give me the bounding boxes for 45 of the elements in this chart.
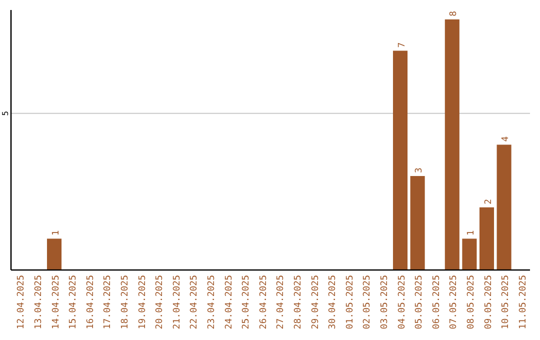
x-tick-label: 29.04.2025 (310, 275, 321, 330)
x-tick-label: 08.05.2025 (466, 275, 476, 330)
x-tick-label: 30.04.2025 (328, 275, 338, 330)
x-tick-label: 20.04.2025 (155, 275, 166, 330)
x-tick-label: 04.05.2025 (397, 275, 408, 330)
x-tick-label: 03.05.2025 (380, 275, 390, 330)
bar (392, 50, 408, 270)
x-tick-label: 06.05.2025 (432, 275, 442, 330)
x-tick-label: 21.04.2025 (172, 275, 182, 330)
data-label: 7 (397, 42, 408, 48)
x-tick-label: 14.04.2025 (51, 275, 62, 330)
data-label: 3 (414, 168, 425, 174)
x-tick-label: 24.04.2025 (224, 275, 234, 330)
x-tick-label: 02.05.2025 (362, 275, 373, 330)
data-label: 1 (51, 230, 62, 236)
x-tick-label: 19.04.2025 (138, 275, 148, 330)
bar (462, 238, 477, 270)
x-tick-label: 09.05.2025 (484, 275, 494, 330)
x-tick-label: 17.04.2025 (103, 275, 114, 330)
x-tick-label: 27.04.2025 (276, 275, 286, 330)
x-tick-label: 07.05.2025 (449, 275, 460, 330)
data-label: 4 (501, 136, 512, 142)
y-tick-label: 5 (1, 110, 10, 116)
x-tick-label: 23.04.2025 (206, 275, 217, 330)
data-label: 1 (466, 230, 476, 236)
x-tick-label: 11.05.2025 (518, 275, 528, 330)
x-tick-label: 18.04.2025 (120, 275, 130, 330)
bar (410, 176, 425, 270)
bar (479, 207, 494, 270)
x-tick-label: 05.05.2025 (414, 275, 425, 330)
bar (496, 144, 512, 270)
x-tick-label: 25.04.2025 (242, 275, 252, 330)
x-tick-label: 01.05.2025 (345, 275, 356, 330)
bar (46, 238, 62, 270)
data-label: 8 (449, 10, 460, 16)
x-tick-label: 22.04.2025 (190, 275, 200, 330)
x-tick-label: 28.04.2025 (293, 275, 304, 330)
x-tick-label: 10.05.2025 (501, 275, 512, 330)
x-tick-label: 13.04.2025 (34, 275, 44, 330)
x-tick-label: 26.04.2025 (258, 275, 269, 330)
x-tick-label: 15.04.2025 (68, 275, 79, 330)
x-tick-label: 16.04.2025 (86, 275, 96, 330)
data-label: 2 (484, 198, 494, 204)
bar (444, 19, 460, 270)
x-tick-label: 12.04.2025 (16, 275, 27, 330)
